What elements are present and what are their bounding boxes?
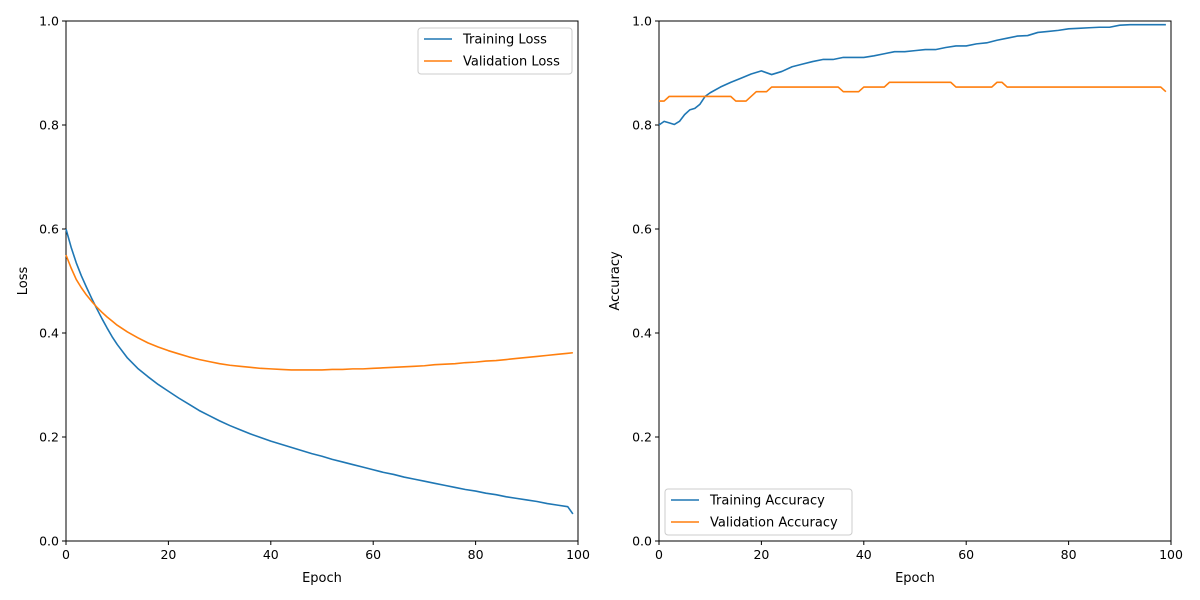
accuracy-x-tick-label: 0 [655, 547, 663, 562]
loss-y-tick-label: 0.4 [39, 326, 59, 341]
loss-x-tick-label: 80 [468, 547, 484, 562]
accuracy-y-tick-label: 0.4 [632, 326, 652, 341]
accuracy-y-ticks: 0.0 0.2 0.4 0.6 0.8 1.0 [632, 14, 659, 549]
loss-x-ticks: 0 20 40 60 80 100 [62, 541, 590, 562]
accuracy-y-tick-label: 0.2 [632, 430, 652, 445]
accuracy-plot-frame [658, 20, 1172, 542]
series-line-training-accuracy [658, 23, 1166, 126]
loss-series-lines [65, 228, 574, 515]
loss-y-tick-label: 0.0 [39, 534, 59, 549]
accuracy-y-tick-label: 0.8 [632, 118, 652, 133]
accuracy-series-lines [658, 23, 1167, 126]
accuracy-y-tick-label: 0.6 [632, 222, 652, 237]
series-line-validation-accuracy [659, 81, 1167, 102]
loss-x-tick-label: 0 [62, 547, 70, 562]
loss-legend-box [417, 27, 573, 75]
series-line-training-loss [65, 228, 574, 515]
loss-x-tick-label: 20 [160, 547, 176, 562]
legend-training-accuracy-label: Training Accuracy [709, 494, 825, 509]
loss-x-tick-label: 40 [263, 547, 279, 562]
loss-y-tick-label: 1.0 [39, 14, 59, 29]
loss-y-tick-label: 0.8 [39, 118, 59, 133]
accuracy-chart: 0 20 40 60 80 100 0.0 0.2 0.4 0.6 0.8 1.0 Epoch Ac… [608, 14, 1183, 587]
accuracy-x-tick-label: 40 [856, 547, 872, 562]
accuracy-legend: Training Accuracy Validation Accuracy [664, 488, 853, 536]
accuracy-y-axis-label: Accuracy [608, 251, 623, 311]
loss-y-axis-label: Loss [16, 267, 31, 296]
legend-validation-accuracy-label: Validation Accuracy [710, 516, 838, 531]
series-line-validation-loss [65, 254, 573, 371]
loss-x-tick-label: 60 [365, 547, 381, 562]
accuracy-x-tick-label: 80 [1061, 547, 1077, 562]
legend-training-loss-label: Training Loss [462, 33, 547, 48]
loss-legend: Training Loss Validation Loss [417, 27, 573, 75]
accuracy-x-tick-label: 60 [958, 547, 974, 562]
loss-y-ticks: 0.0 0.2 0.4 0.6 0.8 1.0 [39, 14, 66, 549]
accuracy-x-ticks: 0 20 40 60 80 100 [655, 541, 1183, 562]
accuracy-legend-box [664, 488, 853, 536]
loss-chart: 0 20 40 60 80 100 0.0 0.2 0.4 0.6 0.8 1.0 Epoch Lo… [16, 14, 590, 587]
legend-validation-loss-label: Validation Loss [463, 55, 560, 70]
accuracy-x-axis-label: Epoch [895, 571, 935, 586]
accuracy-x-tick-label: 20 [753, 547, 769, 562]
loss-plot-frame [65, 20, 579, 542]
accuracy-y-tick-label: 1.0 [632, 14, 652, 29]
loss-x-tick-label: 100 [566, 547, 590, 562]
accuracy-y-tick-label: 0.0 [632, 534, 652, 549]
accuracy-x-tick-label: 100 [1159, 547, 1183, 562]
loss-y-tick-label: 0.6 [39, 222, 59, 237]
loss-y-tick-label: 0.2 [39, 430, 59, 445]
loss-x-axis-label: Epoch [302, 571, 342, 586]
